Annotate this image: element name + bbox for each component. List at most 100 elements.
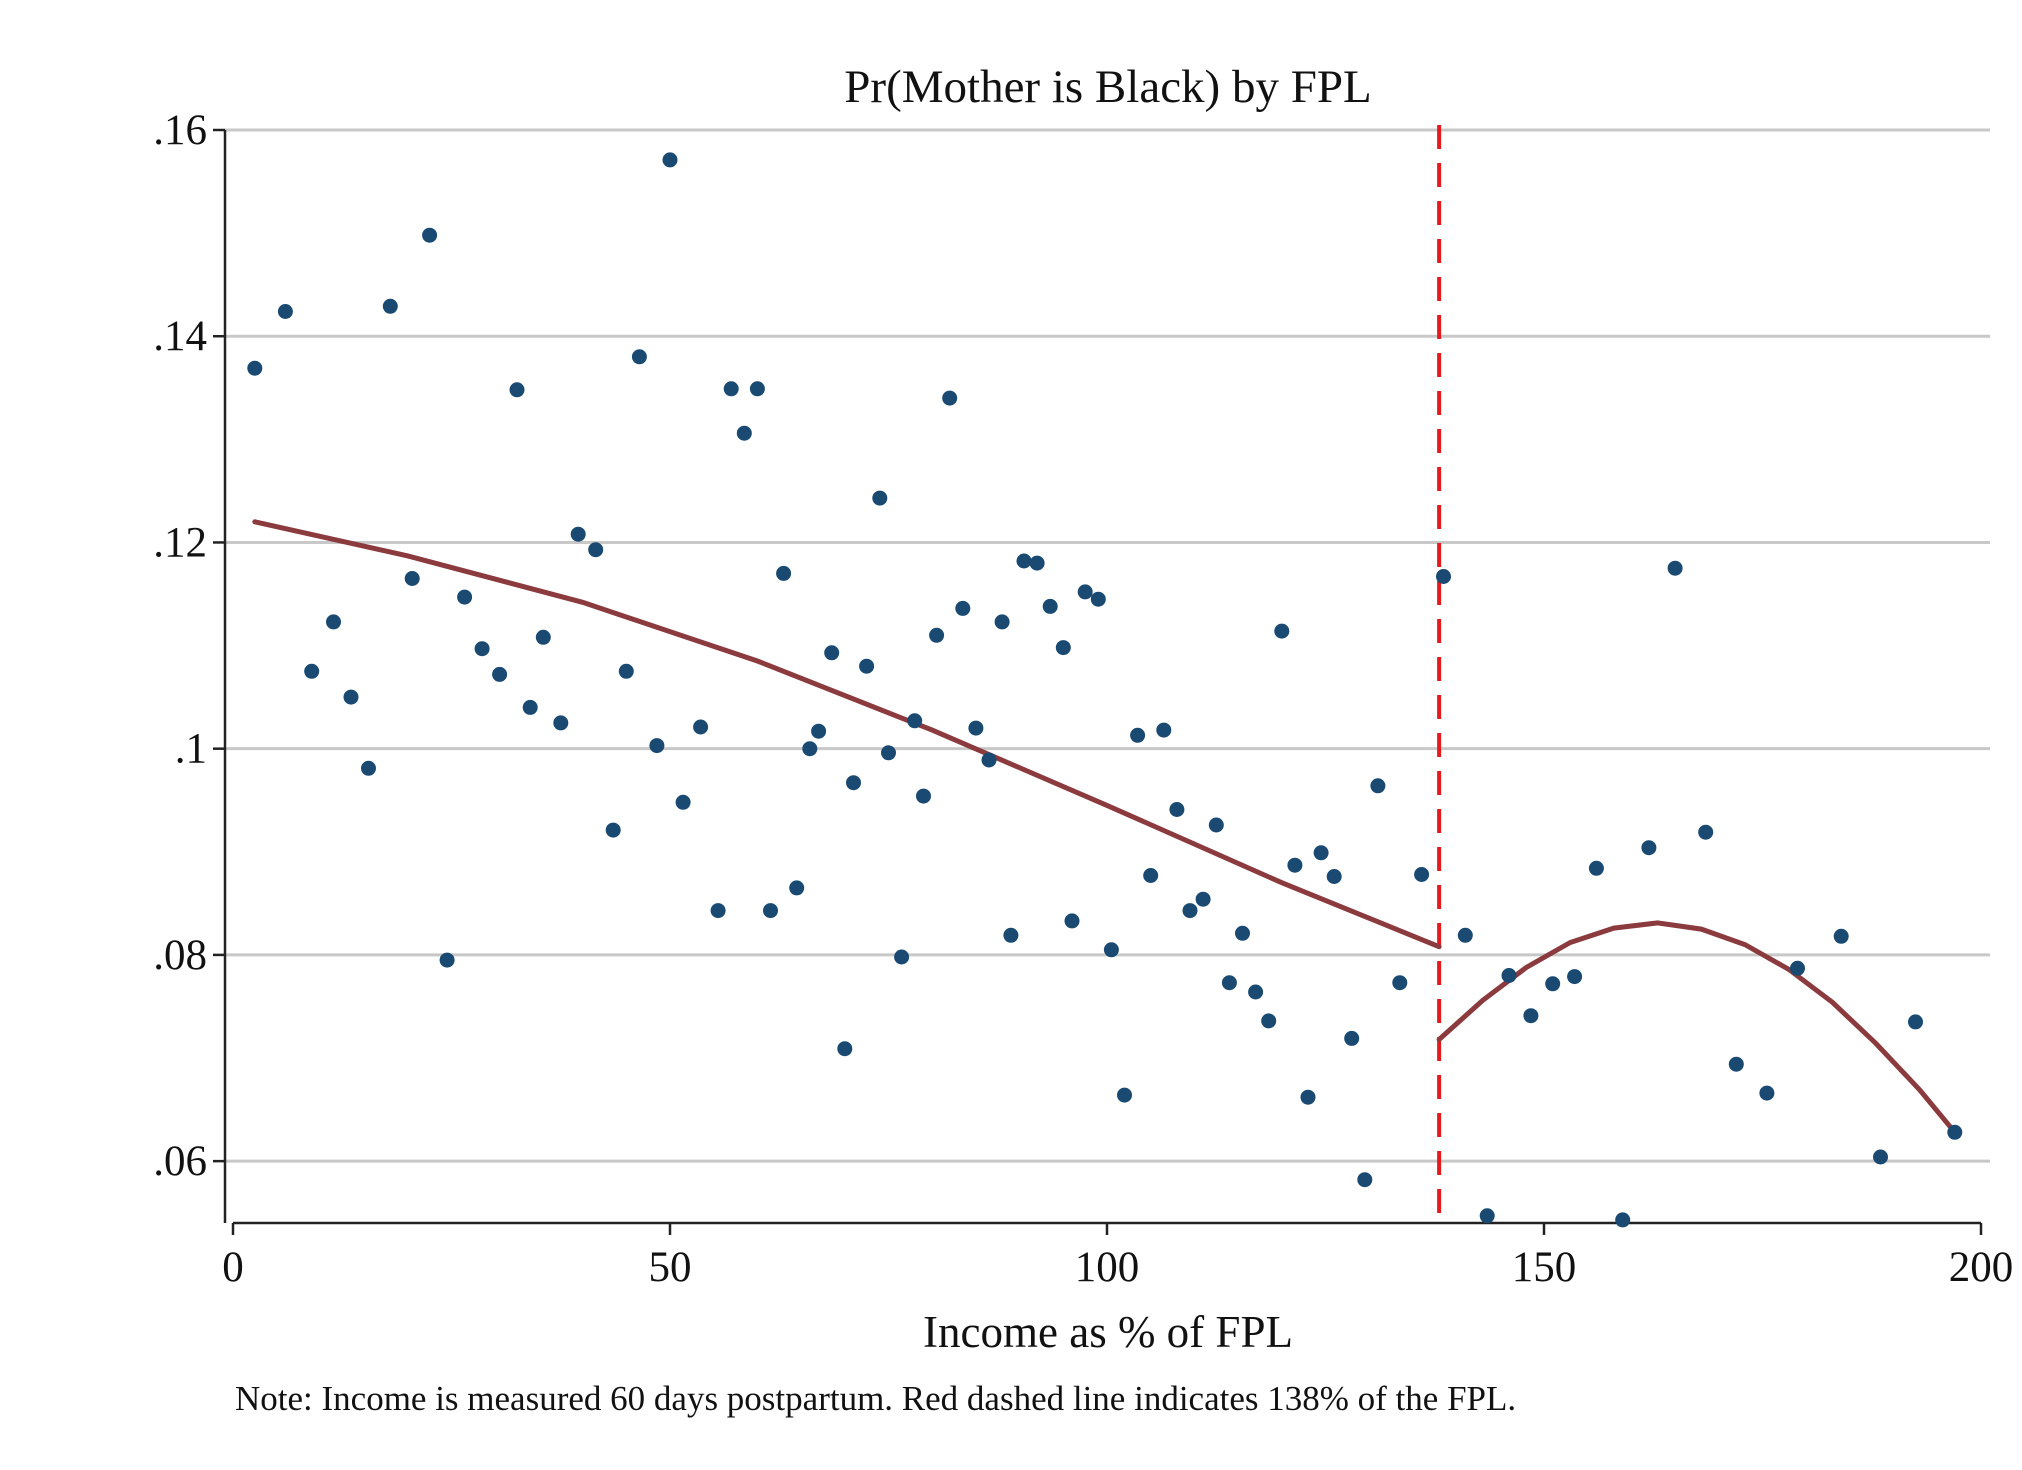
chart-note: Note: Income is measured 60 days postpar…	[235, 1379, 1516, 1418]
scatter-point-76	[1344, 1030, 1360, 1046]
scatter-point-91	[1667, 560, 1683, 576]
scatter-point-16	[553, 715, 569, 731]
scatter-point-42	[907, 713, 923, 729]
scatter-point-6	[382, 298, 398, 314]
scatter-point-36	[837, 1041, 853, 1057]
scatter-point-54	[1055, 640, 1071, 656]
y-axis-ticks: .06 .08 .1 .12 .14 .16	[153, 107, 225, 1185]
scatter-point-75	[1326, 869, 1342, 884]
fit-line-left	[252, 519, 1442, 950]
y-tick-label-3: .12	[153, 519, 207, 566]
x-tick-label-4: 200	[1949, 1244, 2014, 1291]
scatter-point-25	[693, 719, 709, 735]
scatter-point-60	[1130, 727, 1146, 743]
x-tick-label-1: 50	[649, 1244, 692, 1291]
scatter-point-31	[776, 565, 792, 581]
scatter-point-35	[824, 645, 840, 661]
scatter-point-67	[1221, 975, 1237, 991]
scatter-point-1	[277, 304, 293, 319]
x-axis-ticks: 0 50 100 150 200	[222, 1223, 2013, 1291]
scatter-point-3	[326, 614, 341, 630]
scatter-point-74	[1313, 845, 1329, 861]
scatter-point-62	[1156, 722, 1172, 738]
scatter-point-43	[916, 788, 931, 804]
scatter-point-81	[1436, 569, 1451, 584]
x-tick-label-0: 0	[222, 1244, 244, 1291]
scatter-point-95	[1790, 960, 1805, 976]
y-tick-label-1: .08	[153, 932, 207, 979]
x-tick-label-2: 100	[1075, 1244, 1140, 1291]
scatter-point-89	[1615, 1212, 1631, 1228]
scatter-point-71	[1274, 623, 1290, 639]
x-tick-label-3: 150	[1512, 1244, 1577, 1291]
scatter-point-66	[1208, 817, 1224, 833]
scatter-point-98	[1908, 1014, 1923, 1030]
scatter-point-28	[736, 425, 752, 441]
scatter-point-50	[1003, 927, 1019, 943]
scatter-point-10	[457, 589, 473, 605]
scatter-point-5	[361, 760, 376, 776]
y-tick-label-0: .06	[153, 1138, 207, 1185]
chart-title: Pr(Mother is Black) by FPL	[844, 61, 1371, 113]
y-tick-label-2: .1	[175, 726, 207, 773]
scatter-point-79	[1392, 975, 1408, 991]
scatter-points	[247, 152, 1963, 1228]
scatter-point-55	[1064, 913, 1080, 929]
scatter-point-12	[492, 666, 508, 682]
scatter-point-14	[522, 699, 538, 715]
scatter-point-52	[1029, 555, 1045, 571]
fit-lines	[252, 519, 1958, 1135]
scatter-point-97	[1873, 1149, 1888, 1165]
scatter-point-63	[1169, 802, 1185, 817]
scatter-point-70	[1261, 1013, 1277, 1029]
scatter-point-58	[1103, 942, 1119, 958]
scatter-point-48	[981, 752, 997, 768]
scatter-point-83	[1479, 1208, 1495, 1224]
scatter-point-45	[942, 390, 958, 406]
scatter-point-84	[1501, 968, 1517, 983]
scatter-point-19	[605, 822, 621, 838]
scatter-point-59	[1117, 1087, 1132, 1103]
scatter-point-51	[1016, 553, 1032, 569]
scatter-point-86	[1545, 976, 1561, 992]
scatter-point-37	[846, 775, 861, 791]
scatter-point-22	[649, 738, 665, 754]
scatter-point-80	[1414, 867, 1430, 882]
scatter-point-13	[509, 382, 525, 398]
scatter-point-7	[404, 571, 420, 586]
scatter-point-88	[1588, 860, 1604, 876]
scatter-point-96	[1833, 928, 1849, 944]
scatter-point-53	[1042, 598, 1058, 614]
scatter-point-39	[872, 490, 888, 506]
scatter-point-87	[1567, 969, 1583, 985]
scatter-point-23	[662, 152, 678, 168]
scatter-point-77	[1357, 1172, 1373, 1188]
scatter-point-90	[1641, 840, 1657, 856]
scatter-point-46	[955, 600, 971, 616]
scatter-point-24	[675, 794, 691, 810]
scatter-point-44	[929, 627, 945, 643]
scatter-point-34	[811, 723, 827, 739]
scatter-point-94	[1759, 1085, 1775, 1101]
scatter-point-47	[968, 720, 984, 736]
scatter-point-69	[1248, 984, 1264, 1000]
scatter-point-61	[1143, 868, 1159, 883]
axes	[223, 130, 1981, 1225]
scatter-point-57	[1090, 591, 1106, 607]
scatter-point-20	[618, 663, 634, 679]
scatter-point-78	[1370, 778, 1386, 794]
scatter-point-85	[1523, 1008, 1539, 1024]
scatter-point-40	[881, 745, 896, 761]
scatter-point-68	[1235, 925, 1250, 941]
scatter-point-73	[1300, 1089, 1316, 1105]
scatter-point-15	[535, 629, 551, 645]
scatter-point-41	[894, 949, 910, 965]
scatter-point-4	[343, 689, 359, 705]
x-axis-title: Income as % of FPL	[923, 1307, 1293, 1357]
scatter-point-17	[570, 526, 586, 542]
scatter-point-82	[1457, 927, 1473, 943]
scatter-point-65	[1195, 891, 1211, 907]
scatter-point-99	[1947, 1124, 1963, 1140]
scatter-point-11	[474, 641, 490, 657]
